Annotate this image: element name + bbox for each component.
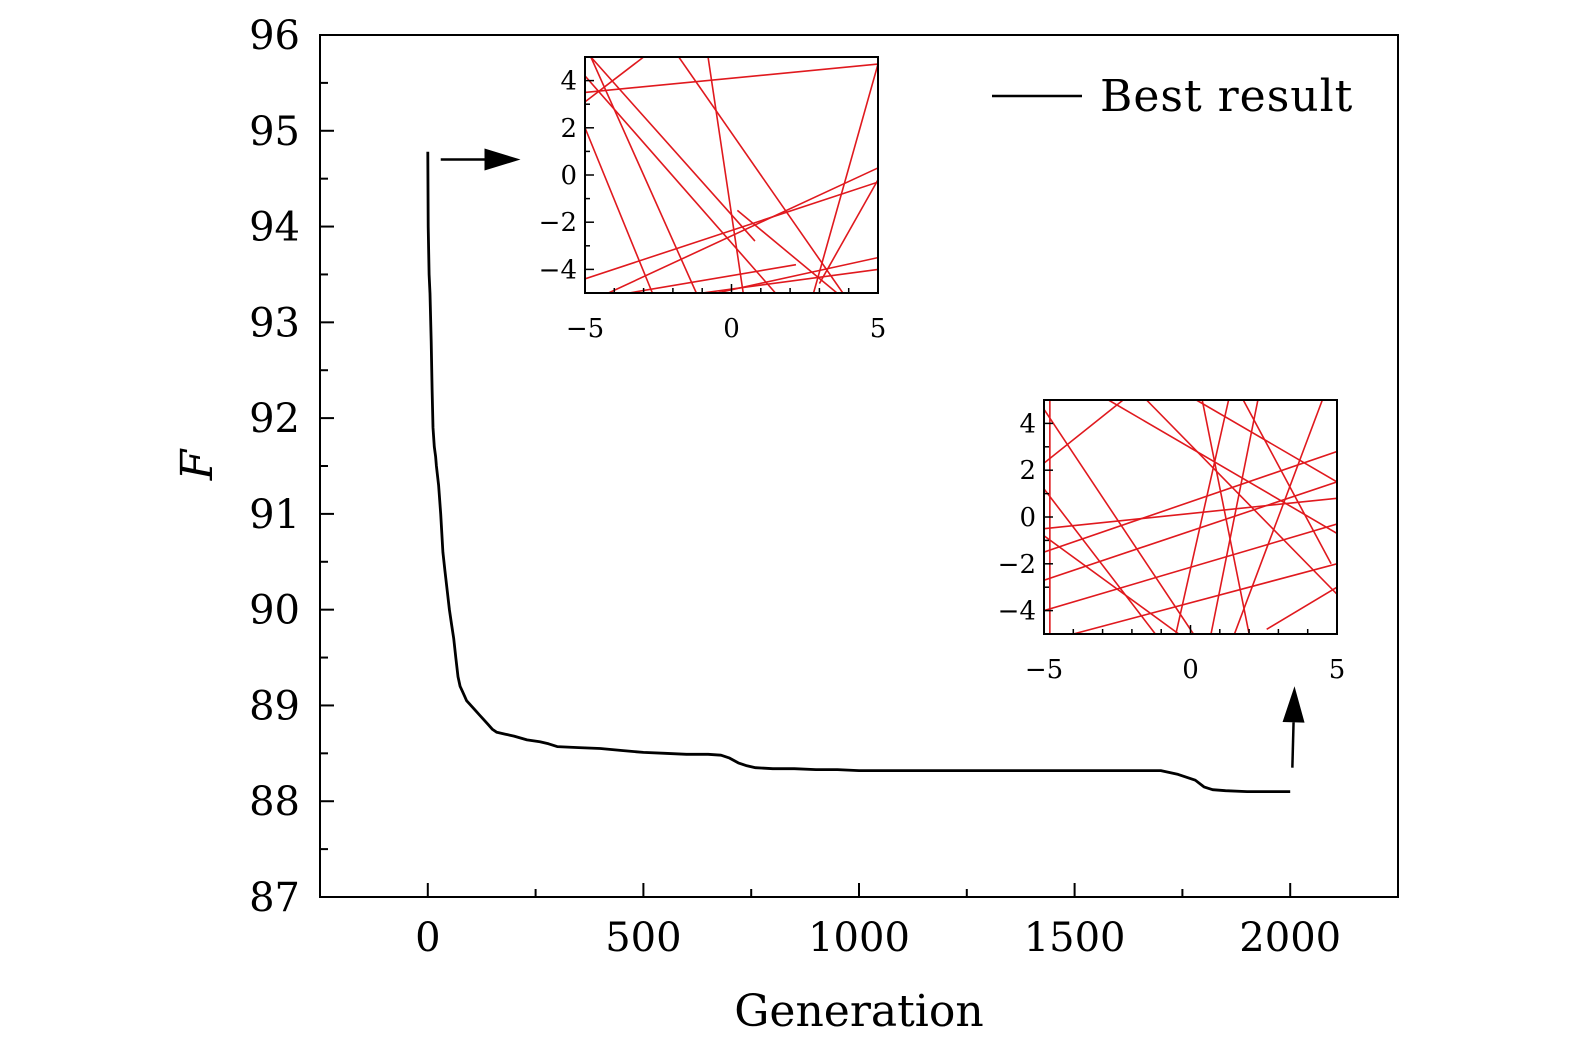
annotations [440,148,1305,768]
inset-line [590,57,756,242]
inset-line [585,75,777,293]
inset-line [1044,481,1337,581]
x-tick-label: 2000 [1239,915,1341,961]
y-tick-label: 93 [249,300,300,346]
inset-line [812,63,878,293]
inset-x-tick-label: 5 [870,314,887,344]
inset-lines [585,57,878,293]
y-tick-label: 94 [249,205,300,251]
inset-y-tick-label: −2 [539,208,577,238]
inset-line [1145,400,1337,595]
inset-line [1044,488,1156,634]
inset-line [1210,400,1259,634]
y-tick-label: 87 [249,875,300,921]
inset-frame [1043,399,1338,635]
x-axis-label: Generation [734,986,983,1037]
inset-line [590,57,698,293]
inset-line [1044,450,1337,553]
annotation-arrow-head [1282,686,1305,723]
inset-y-tick-label: 0 [1019,503,1036,533]
y-tick-label: 95 [249,109,300,155]
inset-line [585,63,878,94]
inset-line [1044,400,1124,464]
inset-line [1233,400,1324,634]
inset-bottom: −5 0 5 −4 −2 0 2 4 [998,399,1346,685]
series-line-best-result [426,151,1291,793]
x-tick-label: 0 [415,915,440,961]
inset-line [1175,400,1230,634]
y-tick-label: 90 [249,588,300,634]
inset-line [1195,400,1337,483]
inset-line [585,57,645,103]
x-tick-label: 500 [605,915,681,961]
inset-x-tick-label: 0 [1182,655,1199,685]
y-tick-label: 88 [249,779,300,825]
inset-line [1242,400,1332,565]
inset-line [707,57,745,293]
inset-y-tick-label: 4 [1019,409,1036,439]
inset-top: −5 0 5 −4 −2 0 2 4 [539,56,887,344]
legend: Best result [992,71,1353,122]
annotation-arrow-head [484,148,521,171]
inset-line [1266,586,1337,631]
inset-line [736,209,838,293]
inset-line [1044,535,1180,634]
x-tick-label: 1000 [808,915,910,961]
inset-line [1108,400,1337,535]
y-axis-label: F [172,448,223,481]
inset-line [818,179,878,284]
y-tick-label: 91 [249,492,300,538]
x-tick-label: 1500 [1024,915,1126,961]
inset-line [1201,400,1250,634]
y-tick-label: 92 [249,396,300,442]
inset-line [1073,563,1337,634]
y-tick-label: 96 [249,13,300,59]
inset-line [678,57,844,293]
inset-y-tick-label: 2 [1019,456,1036,486]
plot-frame [319,34,1399,898]
y-tick-label: 89 [249,683,300,729]
inset-x-tick-label: 5 [1329,655,1346,685]
inset-y-tick-label: 4 [560,67,577,97]
legend-label: Best result [1100,71,1353,122]
inset-y-tick-label: 2 [560,114,577,144]
inset-x-tick-label: −5 [1025,655,1063,685]
inset-line [585,127,654,293]
inset-line [628,263,797,293]
inset-lines [1044,400,1337,634]
inset-y-tick-label: 0 [560,161,577,191]
inset-x-tick-label: −5 [566,314,604,344]
inset-line [608,167,878,293]
inset-line [585,181,878,280]
inset-y-tick-label: −4 [998,597,1036,627]
inset-x-tick-label: 0 [723,314,740,344]
inset-y-tick-label: −2 [998,550,1036,580]
inset-y-tick-label: −4 [539,255,577,285]
inset-line [1044,497,1337,530]
annotation-arrow-shaft [1291,722,1295,768]
